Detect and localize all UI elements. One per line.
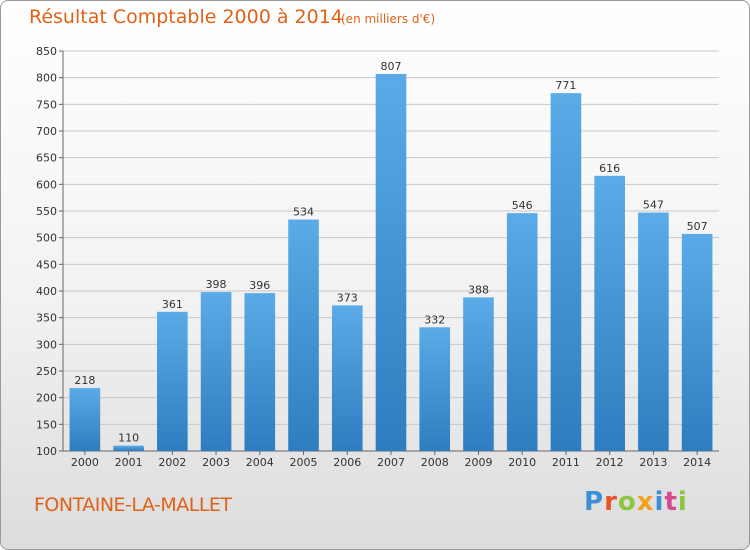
chart-title: Résultat Comptable 2000 à 2014: [29, 6, 343, 28]
bar-2002: [157, 311, 188, 451]
bars: [69, 73, 713, 452]
bar-2008: [419, 327, 451, 451]
logo-letter: i: [677, 487, 688, 517]
x-tick-label-2009: 2009: [464, 456, 492, 469]
data-label-2010: 546: [512, 199, 533, 212]
y-tick-label: 800: [36, 72, 57, 85]
y-tick-label: 600: [36, 178, 57, 191]
bar-2011: [550, 93, 582, 451]
x-tick-label-2014: 2014: [683, 456, 711, 469]
y-tick-label: 750: [36, 98, 57, 111]
x-tick-label-2003: 2003: [202, 456, 230, 469]
y-tick-label: 500: [36, 232, 57, 245]
data-label-2011: 771: [555, 79, 576, 92]
bar-2005: [288, 219, 319, 451]
data-label-2002: 361: [162, 298, 183, 311]
data-label-2009: 388: [468, 283, 489, 296]
bar-2001: [113, 445, 144, 451]
data-label-2001: 110: [118, 432, 139, 445]
bar-2004: [244, 293, 276, 451]
bar-2012: [594, 175, 625, 452]
y-tick-label: 550: [36, 205, 57, 218]
y-tick-label: 850: [36, 45, 57, 58]
bar-2007: [375, 73, 407, 451]
y-tick-label: 400: [36, 285, 57, 298]
logo-letter: i: [654, 487, 665, 517]
bar-2014: [681, 233, 713, 451]
x-tick-label-2013: 2013: [639, 456, 667, 469]
data-label-2003: 398: [206, 278, 227, 291]
y-tick-label: 150: [36, 418, 57, 431]
y-tick-label: 700: [36, 125, 57, 138]
logo-letter: r: [604, 487, 618, 517]
y-tick-label: 250: [36, 365, 57, 378]
logo-letter: o: [617, 487, 637, 517]
data-label-2007: 807: [381, 60, 402, 73]
labels: 100 150 200 250 300 350 400 450 500 550 600 650 700 7…: [36, 45, 711, 469]
data-label-2006: 373: [337, 291, 358, 304]
data-label-2000: 218: [74, 374, 95, 387]
x-tick-label-2002: 2002: [158, 456, 186, 469]
x-tick-label-2005: 2005: [290, 456, 318, 469]
x-tick-label-2010: 2010: [508, 456, 536, 469]
bar-2003: [200, 292, 232, 451]
data-label-2012: 616: [599, 162, 620, 175]
x-tick-label-2006: 2006: [333, 456, 361, 469]
chart-unit: (en milliers d'€): [341, 12, 436, 26]
y-tick-label: 200: [36, 392, 57, 405]
data-label-2014: 507: [687, 220, 708, 233]
x-tick-label-2008: 2008: [421, 456, 449, 469]
data-label-2004: 396: [249, 279, 270, 292]
data-label-2005: 534: [293, 206, 314, 219]
bar-2013: [638, 212, 669, 451]
logo-letter: t: [664, 487, 678, 517]
bar-2000: [69, 388, 101, 451]
x-tick-label-2000: 2000: [71, 456, 99, 469]
x-tick-label-2011: 2011: [552, 456, 580, 469]
commune-name: FONTAINE-LA-MALLET: [34, 494, 232, 516]
x-tick-label-2012: 2012: [596, 456, 624, 469]
x-tick-label-2007: 2007: [377, 456, 405, 469]
y-tick-label: 100: [36, 445, 57, 458]
bar-2006: [331, 305, 363, 451]
bar-2009: [463, 297, 494, 451]
x-tick-label-2001: 2001: [115, 456, 143, 469]
y-tick-label: 300: [36, 338, 57, 351]
x-tick-label-2004: 2004: [246, 456, 274, 469]
logo-letter: x: [636, 487, 655, 517]
proxiti-logo[interactable]: Proxiti: [584, 487, 688, 517]
y-tick-label: 450: [36, 258, 57, 271]
logo-letter: P: [584, 487, 605, 517]
bar-2010: [506, 213, 538, 451]
y-tick-label: 350: [36, 312, 57, 325]
data-label-2008: 332: [424, 313, 445, 326]
data-label-2013: 547: [643, 199, 664, 212]
y-tick-label: 650: [36, 152, 57, 165]
